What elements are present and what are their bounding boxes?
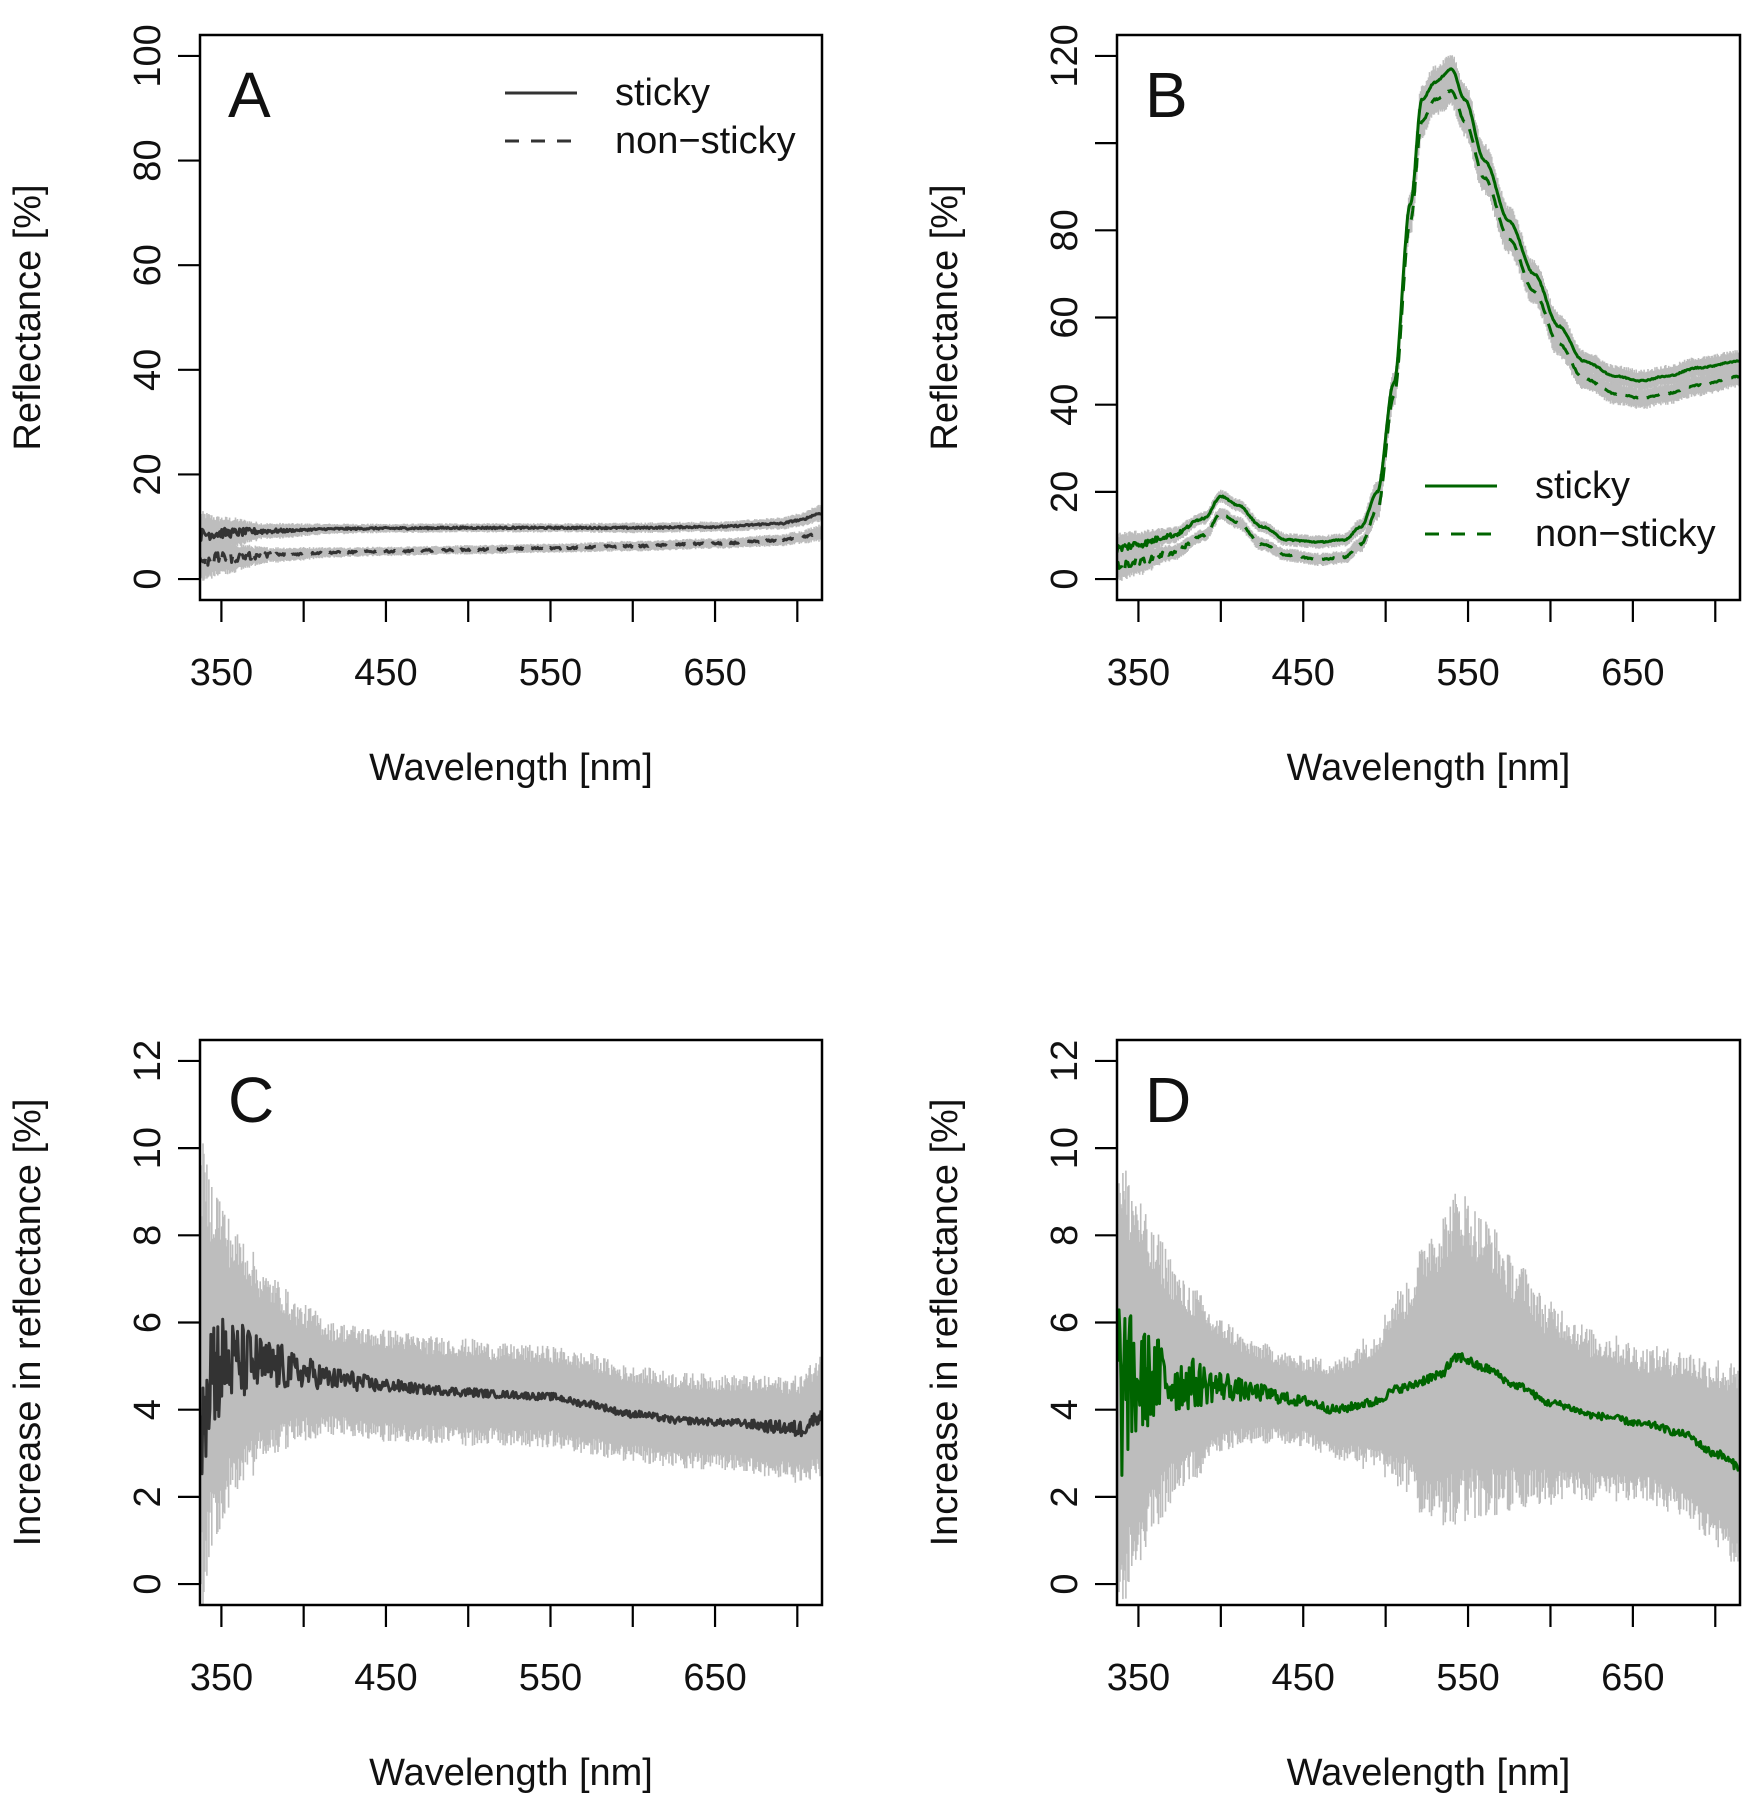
y-tick-label: 80 bbox=[1044, 209, 1086, 251]
series-line-increase bbox=[1117, 1308, 1740, 1477]
plot-area bbox=[1117, 1170, 1740, 1600]
x-tick-label: 450 bbox=[354, 652, 417, 694]
y-tick-label: 8 bbox=[1044, 1225, 1086, 1246]
y-tick-label: 20 bbox=[127, 453, 169, 495]
y-tick-label: 6 bbox=[1044, 1312, 1086, 1333]
x-tick-label: 350 bbox=[1107, 652, 1170, 694]
x-tick-label: 550 bbox=[1436, 1657, 1499, 1699]
x-tick-label: 550 bbox=[519, 1657, 582, 1699]
panel-b: 350 450 550 650 0 20 40 60 80 120 Wavelength [nm] R… bbox=[924, 24, 1742, 789]
x-tick-label: 550 bbox=[519, 652, 582, 694]
series-line-sticky bbox=[200, 511, 822, 542]
series-line-nonsticky bbox=[200, 531, 822, 567]
y-tick-label: 60 bbox=[127, 244, 169, 286]
legend-label: sticky bbox=[1535, 465, 1630, 507]
x-tick-label: 450 bbox=[1272, 652, 1335, 694]
x-axis-title: Wavelength [nm] bbox=[369, 747, 653, 789]
y-axis-title: Increase in reflectance [%] bbox=[7, 1099, 49, 1547]
x-tick-label: 350 bbox=[1107, 1657, 1170, 1699]
y-tick-label: 6 bbox=[127, 1312, 169, 1333]
y-tick-label: 40 bbox=[127, 349, 169, 391]
legend-label: sticky bbox=[615, 72, 710, 114]
panel-letter: B bbox=[1145, 59, 1188, 131]
plot-area bbox=[200, 504, 822, 583]
x-axis-title: Wavelength [nm] bbox=[1287, 747, 1571, 789]
x-axis-title: Wavelength [nm] bbox=[1287, 1752, 1571, 1794]
plot-area bbox=[1117, 55, 1740, 582]
panel-letter: D bbox=[1145, 1064, 1191, 1136]
plot-frame bbox=[198, 33, 824, 602]
panel-a: 350 450 550 650 0 20 40 60 80 100 Wavelength [nm] R… bbox=[7, 24, 824, 789]
legend-label: non−sticky bbox=[1535, 513, 1716, 555]
legend-label: non−sticky bbox=[615, 120, 796, 162]
y-tick-label: 12 bbox=[1044, 1040, 1086, 1082]
y-tick-label: 2 bbox=[1044, 1486, 1086, 1507]
y-tick-label: 4 bbox=[1044, 1399, 1086, 1420]
y-tick-label: 60 bbox=[1044, 296, 1086, 338]
y-tick-label: 0 bbox=[1044, 569, 1086, 590]
legend: sticky non−sticky bbox=[505, 72, 796, 162]
series-line-sticky bbox=[1117, 67, 1740, 553]
y-tick-label: 100 bbox=[127, 24, 169, 87]
y-tick-label: 0 bbox=[127, 569, 169, 590]
panel-d: 350 450 550 650 0 2 4 6 8 10 12 Wavelength [nm] Incr… bbox=[924, 1038, 1742, 1794]
series-line-nonsticky bbox=[1117, 88, 1740, 570]
y-tick-label: 2 bbox=[127, 1486, 169, 1507]
y-tick-label: 80 bbox=[127, 139, 169, 181]
series-line-increase bbox=[200, 1317, 822, 1476]
y-tick-label: 12 bbox=[127, 1040, 169, 1082]
y-axis-title: Reflectance [%] bbox=[924, 184, 966, 450]
y-axis-title: Reflectance [%] bbox=[7, 184, 49, 450]
x-axis-title: Wavelength [nm] bbox=[369, 1752, 653, 1794]
y-tick-label: 120 bbox=[1044, 24, 1086, 87]
plot-area bbox=[200, 1143, 822, 1604]
panel-c: 350 450 550 650 0 2 4 6 8 10 12 Wavelength [nm] Incr… bbox=[7, 1038, 824, 1794]
y-tick-label: 10 bbox=[1044, 1127, 1086, 1169]
y-axis-title: Increase in reflectance [%] bbox=[924, 1099, 966, 1547]
y-tick-label: 0 bbox=[1044, 1574, 1086, 1595]
x-tick-label: 650 bbox=[683, 652, 746, 694]
x-tick-label: 450 bbox=[354, 1657, 417, 1699]
y-tick-label: 10 bbox=[127, 1127, 169, 1169]
x-tick-label: 650 bbox=[1601, 1657, 1664, 1699]
y-tick-label: 0 bbox=[127, 1574, 169, 1595]
x-tick-label: 350 bbox=[190, 1657, 253, 1699]
x-tick-label: 650 bbox=[683, 1657, 746, 1699]
legend: sticky non−sticky bbox=[1425, 465, 1716, 555]
x-tick-label: 450 bbox=[1272, 1657, 1335, 1699]
y-tick-label: 20 bbox=[1044, 471, 1086, 513]
x-tick-label: 550 bbox=[1436, 652, 1499, 694]
x-tick-label: 350 bbox=[190, 652, 253, 694]
panel-letter: C bbox=[228, 1064, 274, 1136]
y-tick-label: 40 bbox=[1044, 384, 1086, 426]
y-tick-label: 4 bbox=[127, 1399, 169, 1420]
panel-letter: A bbox=[228, 59, 271, 131]
x-tick-label: 650 bbox=[1601, 652, 1664, 694]
y-tick-label: 8 bbox=[127, 1225, 169, 1246]
